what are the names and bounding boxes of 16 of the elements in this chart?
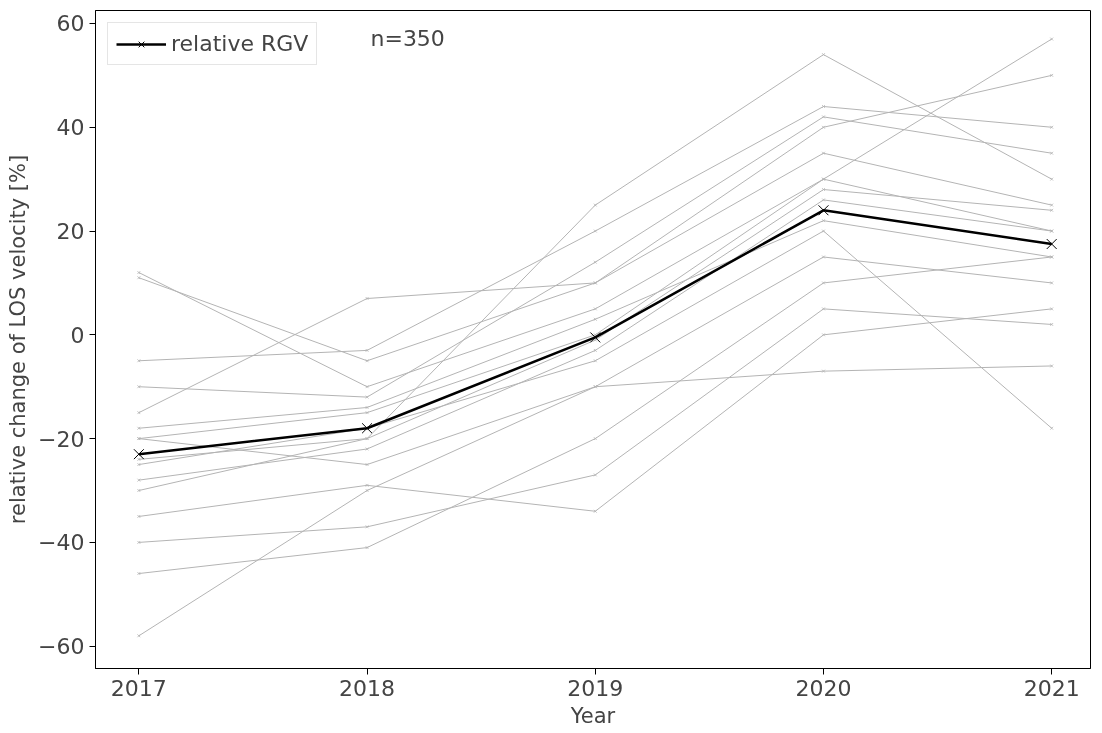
y-axis-title: relative change of LOS velocity [%] [6, 154, 31, 525]
y-tick-label: 40 [56, 115, 85, 141]
x-tick-label: 2019 [567, 675, 624, 701]
x-axis-title: Year [569, 703, 616, 728]
x-tick-label: 2020 [795, 675, 852, 701]
y-tick-label: −20 [38, 426, 85, 452]
y-tick-label: 20 [56, 219, 85, 245]
x-tick-label: 2017 [110, 675, 167, 701]
y-tick-label: −60 [38, 634, 85, 660]
x-tick-label: 2018 [339, 675, 396, 701]
y-tick-label: 60 [56, 11, 85, 37]
legend-label: relative RGV [171, 31, 309, 56]
y-tick-label: −40 [38, 530, 85, 556]
y-tick-label: 0 [70, 322, 85, 348]
annotation: n=350 [370, 26, 445, 51]
x-tick-label: 2021 [1023, 675, 1080, 701]
